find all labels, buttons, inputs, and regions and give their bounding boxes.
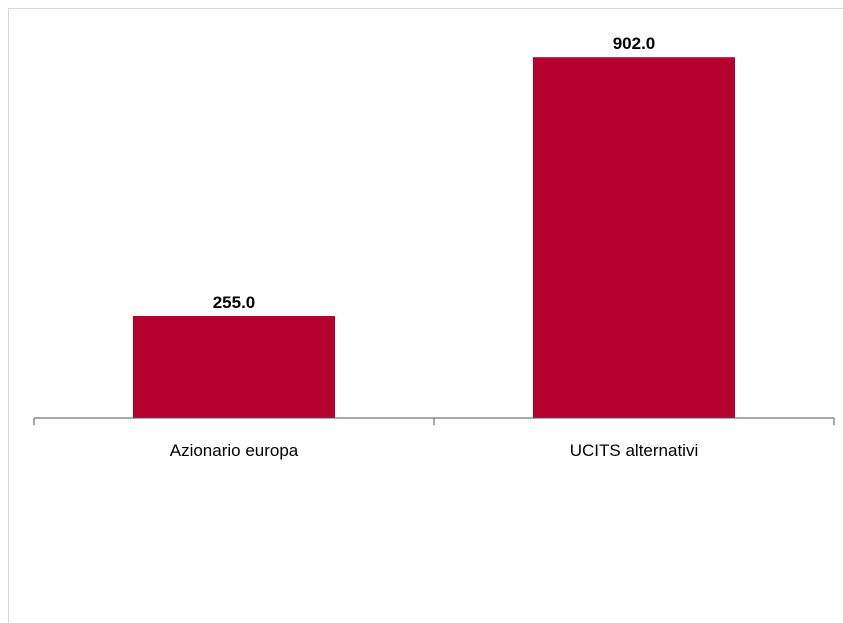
- category-label-1: Azionario europa: [170, 441, 299, 460]
- chart-frame: [8, 8, 843, 623]
- data-label-1: 255.0: [213, 293, 256, 312]
- category-label-2: UCITS alternativi: [570, 441, 698, 460]
- data-label-2: 902.0: [613, 34, 656, 53]
- bar-2: [533, 57, 735, 418]
- bar-1: [133, 316, 335, 418]
